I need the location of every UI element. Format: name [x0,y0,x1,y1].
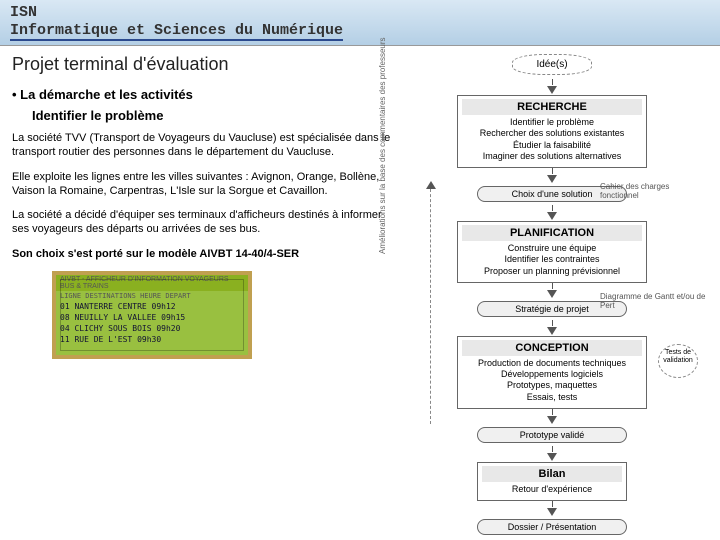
box-conception: CONCEPTION Production de documents techn… [457,336,647,409]
conception-l2: Développements logiciels [462,369,642,380]
arrow-up-icon [426,181,436,189]
display-row-2: 08 NEUILLY LA VALLEE 09h15 [56,312,248,323]
planif-l2: Identifier les contraintes [462,254,642,265]
display-row-4: 11 RUE DE L'EST 09h30 [56,334,248,345]
display-row-3: 04 CLICHY SOUS BOIS 09h20 [56,323,248,334]
conception-title: CONCEPTION [462,340,642,356]
conception-l3: Prototypes, maquettes [462,380,642,391]
display-row-1: 01 NANTERRE CENTRE 09h12 [56,301,248,312]
display-header: AIVBT - AFFICHEUR D'INFORMATION VOYAGEUR… [56,275,248,291]
box-bilan: Bilan Retour d'expérience [477,462,627,501]
flowchart: Améliorations sur la base des commentair… [402,54,702,535]
display-cols: LIGNE DESTINATIONS HEURE DEPART [56,291,248,301]
left-column: Projet terminal d'évaluation • La démarc… [12,54,402,538]
conception-l4: Essais, tests [462,392,642,403]
feedback-arrow-left [430,184,431,424]
paragraph-4: Son choix s'est porté sur le modèle AIVB… [12,247,394,261]
section-title: Projet terminal d'évaluation [12,54,394,75]
side-gantt: Diagramme de Gantt et/ou de Pert [600,292,710,310]
box-planification: PLANIFICATION Construire une équipe Iden… [457,221,647,283]
recherche-l1: Identifier le problème [462,117,642,128]
planif-l1: Construire une équipe [462,243,642,254]
header-subtitle: Informatique et Sciences du Numérique [10,22,343,41]
bullet-activities: • La démarche et les activités [12,87,394,102]
conception-l1: Production de documents techniques [462,358,642,369]
paragraph-2: Elle exploite les lignes entre les ville… [12,170,394,199]
recherche-l3: Étudier la faisabilité [462,140,642,151]
box-recherche: RECHERCHE Identifier le problème Recherc… [457,95,647,168]
bilan-title: Bilan [482,466,622,482]
recherche-l2: Rechercher des solutions existantes [462,128,642,139]
content-area: Projet terminal d'évaluation • La démarc… [0,46,720,538]
right-column: Améliorations sur la base des commentair… [402,54,712,538]
planif-title: PLANIFICATION [462,225,642,241]
subhead-identify: Identifier le problème [32,108,394,123]
side-cahier: Cahier des charges fonctionnel [600,182,710,200]
pill-prototype: Prototype validé [477,427,627,443]
planif-l3: Proposer un planning prévisionnel [462,266,642,277]
paragraph-1: La société TVV (Transport de Voyageurs d… [12,131,394,160]
recherche-title: RECHERCHE [462,99,642,115]
slide-header: ISN Informatique et Sciences du Numériqu… [0,0,720,46]
recherche-l4: Imaginer des solutions alternatives [462,151,642,162]
header-acronym: ISN [10,4,710,21]
display-device-image: AIVBT - AFFICHEUR D'INFORMATION VOYAGEUR… [52,271,252,359]
side-rotated-label: Améliorations sur la base des commentair… [378,37,387,254]
idea-cloud: Idée(s) [512,54,592,75]
pill-dossier: Dossier / Présentation [477,519,627,535]
paragraph-3: La société a décidé d'équiper ses termin… [12,208,394,237]
bilan-retour: Retour d'expérience [482,484,622,495]
tests-oval: Tests de validation [658,344,698,378]
